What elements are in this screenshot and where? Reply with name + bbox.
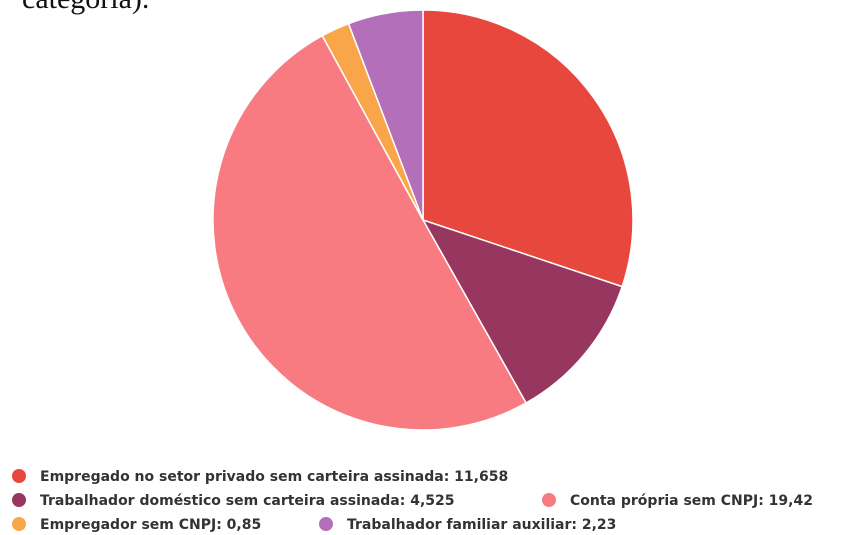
pie-slice (422, 9, 634, 288)
legend-marker (319, 517, 333, 531)
legend-marker (12, 493, 26, 507)
legend-label: Trabalhador familiar auxiliar: 2,23 (347, 517, 616, 533)
legend-label: Empregado no setor privado sem carteira … (40, 469, 508, 485)
pie-slice (421, 218, 624, 404)
chart-title: categoria). (22, 0, 149, 15)
legend-marker (12, 517, 26, 531)
legend-label: Conta própria sem CNPJ: 19,42 (570, 493, 813, 509)
pie-slice (347, 9, 424, 221)
pie-slice (212, 34, 528, 431)
legend-label: Trabalhador doméstico sem carteira assin… (40, 493, 455, 509)
legend-marker (542, 493, 556, 507)
legend-marker (12, 469, 26, 483)
legend-label: Empregador sem CNPJ: 0,85 (40, 517, 261, 533)
